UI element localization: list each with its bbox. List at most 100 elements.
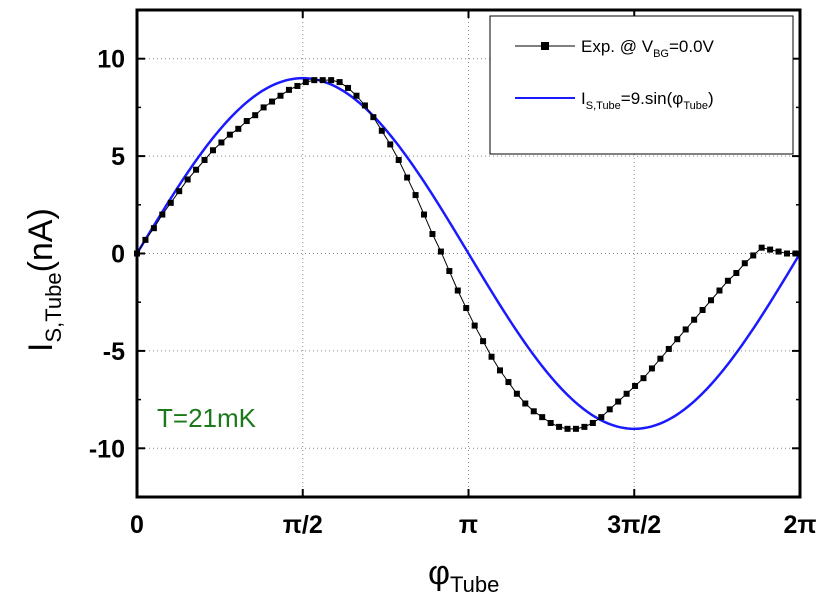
series-exp-point <box>142 236 149 243</box>
series-exp-point <box>708 297 715 304</box>
series-exp-point <box>657 355 664 362</box>
series-exp-point <box>623 390 630 397</box>
legend-label-exp-part3: =0.0V <box>669 37 715 56</box>
legend-label-fit: IS,Tube=9.sin(φTube) <box>581 89 714 112</box>
series-exp-point <box>218 139 225 146</box>
series-exp-point <box>589 419 596 426</box>
series-exp-point <box>412 192 419 199</box>
y-axis-title-main: I <box>22 343 60 352</box>
series-exp-point <box>539 414 546 421</box>
series-exp-point <box>665 345 672 352</box>
series-exp-point <box>598 414 605 421</box>
series-exp-point <box>784 250 790 257</box>
series-exp-point <box>167 199 174 206</box>
series-exp-point <box>674 336 681 343</box>
series-exp-point <box>471 322 478 329</box>
series-exp-point <box>733 269 740 276</box>
series-exp-point <box>564 425 571 432</box>
series-exp-point <box>336 79 343 86</box>
series-exp-point <box>201 157 208 163</box>
series-exp-point <box>547 419 554 426</box>
series-exp-point <box>530 408 537 415</box>
series-exp-point <box>513 390 520 397</box>
series-exp-point <box>193 166 200 173</box>
series-exp-point <box>429 231 436 238</box>
x-axis-title-sub: Tube <box>450 572 499 597</box>
series-exp-point <box>345 84 352 91</box>
legend-label-fit-sub2: Tube <box>683 100 708 112</box>
series-exp-point <box>758 244 765 251</box>
legend-label-exp: Exp. @ VBG=0.0V <box>581 37 715 60</box>
series-exp-point <box>716 287 723 294</box>
legend-label-exp-sub: BG <box>653 48 669 60</box>
series-exp-point <box>277 92 284 99</box>
series-exp-point <box>311 77 318 84</box>
series-exp-point <box>302 79 309 86</box>
legend-label-fit-sub1: S,Tube <box>586 100 621 112</box>
series-exp-point <box>454 287 461 294</box>
x-tick-label: π <box>459 511 478 539</box>
legend-label-exp-part1: Exp. @ V <box>581 37 654 56</box>
series-exp-point <box>488 353 495 360</box>
y-tick-label: -10 <box>89 435 125 463</box>
series-exp-point <box>421 211 428 218</box>
series-exp-point <box>496 367 503 374</box>
legend-label-fit-part5: ) <box>708 89 714 108</box>
series-exp-point <box>328 77 335 84</box>
series-exp-point <box>150 225 157 232</box>
series-exp-point <box>184 176 191 183</box>
series-exp-point <box>632 382 639 389</box>
series-exp-point <box>269 98 276 105</box>
x-axis-title-main: φ <box>428 554 450 592</box>
x-axis-title: φTube <box>428 554 499 597</box>
series-exp-point <box>404 174 411 181</box>
series-exp-point <box>606 406 613 413</box>
x-tick-label: 3π/2 <box>607 511 661 539</box>
x-tick-label: π/2 <box>283 511 323 539</box>
series-layer <box>134 76 802 432</box>
series-exp-point <box>437 248 444 255</box>
legend-label-fit-part1: I <box>581 89 586 108</box>
y-tick-label: -5 <box>103 338 125 366</box>
series-exp-point <box>699 306 706 313</box>
temperature-annotation: T=21mK <box>157 403 257 433</box>
legend-entry-fit: IS,Tube=9.sin(φTube) <box>515 89 714 112</box>
x-tick-label: 2π <box>783 511 816 539</box>
series-exp-point <box>353 92 360 99</box>
series-exp-point <box>522 400 529 407</box>
series-exp-point <box>209 147 216 154</box>
series-exp-point <box>252 112 259 119</box>
series-exp-point <box>505 379 512 386</box>
series-exp-point <box>480 338 487 345</box>
series-exp-point <box>767 246 774 253</box>
series-exp-point <box>750 252 757 259</box>
series-exp-point <box>159 211 166 218</box>
series-exp-point <box>260 104 267 111</box>
series-exp-point <box>556 423 563 430</box>
series-exp-point <box>370 114 377 121</box>
series-fit-line <box>135 76 802 431</box>
series-exp-point <box>395 157 402 163</box>
series-exp-point <box>387 141 394 148</box>
series-exp-point <box>378 127 385 134</box>
series-exp-point <box>226 131 233 138</box>
series-exp-point <box>243 118 250 125</box>
legend-box <box>489 15 794 155</box>
x-tick-label: 0 <box>130 511 144 539</box>
series-exp-point <box>572 425 579 432</box>
series-exp-point <box>648 365 655 372</box>
series-exp-point <box>463 305 470 312</box>
series-exp-point <box>615 398 622 405</box>
series-exp-point <box>361 102 368 109</box>
series-exp-point <box>775 248 782 255</box>
y-tick-label: 5 <box>111 143 125 171</box>
series-exp-point <box>682 326 689 333</box>
y-axis-title-unit: (nA) <box>22 208 60 272</box>
series-exp-point <box>176 188 183 195</box>
series-exp-point <box>640 375 647 382</box>
legend-entry-exp: Exp. @ VBG=0.0V <box>515 37 715 60</box>
series-exp-point <box>235 125 242 132</box>
series-exp-point <box>285 86 292 93</box>
legend-swatch-exp-marker <box>541 42 549 50</box>
